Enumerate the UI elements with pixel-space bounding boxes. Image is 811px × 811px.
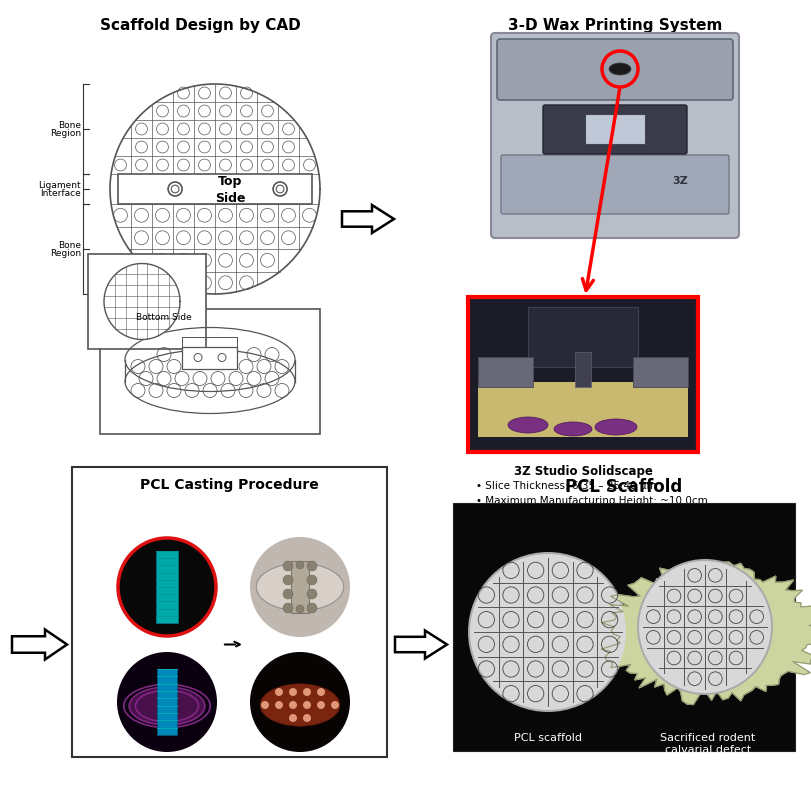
Text: PCL scaffold: PCL scaffold (513, 732, 581, 742)
Text: Interface: Interface (41, 189, 81, 198)
Polygon shape (104, 264, 180, 340)
Text: • Slice Thickness: 6.35 – 25.40 μm: • Slice Thickness: 6.35 – 25.40 μm (475, 480, 656, 491)
Bar (478, 358, 532, 388)
Circle shape (316, 702, 324, 709)
Text: PCL Scaffold: PCL Scaffold (564, 478, 682, 496)
Text: Top
Side: Top Side (214, 175, 245, 204)
Polygon shape (341, 206, 393, 234)
Circle shape (316, 689, 324, 696)
Text: Scaffold Design by CAD: Scaffold Design by CAD (100, 18, 300, 33)
FancyBboxPatch shape (500, 156, 728, 215)
Circle shape (307, 575, 316, 586)
Circle shape (283, 590, 293, 599)
Circle shape (194, 354, 202, 362)
Circle shape (303, 714, 311, 722)
Text: Bone: Bone (58, 241, 81, 250)
Circle shape (307, 561, 316, 571)
Circle shape (296, 605, 303, 613)
Bar (100, 310, 320, 435)
Bar (467, 298, 697, 453)
Circle shape (303, 689, 311, 696)
FancyBboxPatch shape (496, 40, 732, 101)
Ellipse shape (553, 423, 591, 436)
Bar (633, 358, 687, 388)
Circle shape (168, 182, 182, 197)
Circle shape (117, 538, 217, 637)
Bar (118, 175, 311, 204)
Bar (157, 669, 177, 735)
Circle shape (171, 186, 178, 194)
Circle shape (276, 186, 284, 194)
Circle shape (289, 714, 297, 722)
Bar (72, 467, 387, 757)
Bar (290, 561, 309, 613)
Ellipse shape (594, 419, 636, 436)
Circle shape (275, 689, 283, 696)
Circle shape (289, 689, 297, 696)
Text: Region: Region (49, 249, 81, 258)
Circle shape (250, 652, 350, 752)
Circle shape (307, 603, 316, 613)
Circle shape (470, 554, 625, 710)
Circle shape (636, 560, 772, 695)
Polygon shape (600, 560, 811, 705)
Ellipse shape (508, 418, 547, 433)
Circle shape (283, 575, 293, 586)
Text: • Maximum Manufacturing Height: ~10.0cm: • Maximum Manufacturing Height: ~10.0cm (475, 496, 707, 505)
Ellipse shape (608, 64, 630, 76)
Ellipse shape (129, 689, 204, 726)
Text: Sacrificed rodent
calvarial defect: Sacrificed rodent calvarial defect (659, 732, 755, 753)
Circle shape (289, 702, 297, 709)
Circle shape (303, 702, 311, 709)
Text: Bottom Side: Bottom Side (136, 312, 191, 322)
Circle shape (296, 561, 303, 569)
Text: Bone: Bone (58, 122, 81, 131)
Polygon shape (394, 631, 446, 659)
Circle shape (283, 603, 293, 613)
Circle shape (260, 702, 268, 709)
Text: 3-D Wax Printing System: 3-D Wax Printing System (507, 18, 721, 33)
FancyBboxPatch shape (491, 34, 738, 238)
Bar (156, 551, 178, 623)
Bar (574, 353, 590, 388)
Text: 3Z Studio Solidscape: 3Z Studio Solidscape (513, 465, 651, 478)
Circle shape (272, 182, 287, 197)
Bar (453, 504, 794, 751)
Circle shape (117, 652, 217, 752)
Bar (182, 347, 237, 369)
Circle shape (638, 561, 770, 693)
Circle shape (217, 354, 225, 362)
Circle shape (467, 552, 627, 712)
Circle shape (307, 590, 316, 599)
Text: Ligament: Ligament (38, 182, 81, 191)
Text: Region: Region (49, 129, 81, 139)
Bar (478, 383, 687, 437)
Polygon shape (109, 85, 320, 294)
Polygon shape (12, 629, 67, 659)
Bar (584, 115, 644, 145)
Ellipse shape (260, 684, 340, 727)
Bar (88, 255, 206, 350)
Text: 3Z: 3Z (672, 176, 687, 186)
Bar (527, 307, 637, 367)
Circle shape (275, 702, 283, 709)
Ellipse shape (256, 564, 343, 611)
Circle shape (250, 538, 350, 637)
Circle shape (331, 702, 338, 709)
Text: PCL Casting Procedure: PCL Casting Procedure (140, 478, 319, 491)
Ellipse shape (125, 350, 294, 414)
Circle shape (283, 561, 293, 571)
FancyBboxPatch shape (543, 106, 686, 155)
